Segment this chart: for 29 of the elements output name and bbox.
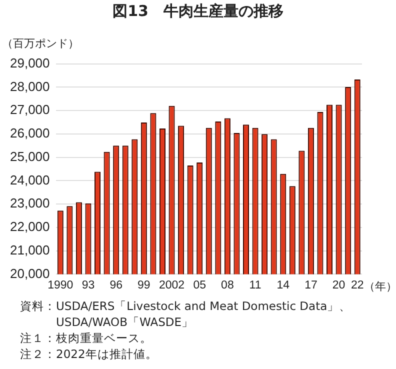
y-tick-label: 21,000 (10, 242, 50, 258)
x-tick-label: 11 (249, 279, 262, 292)
x-tick-label: 20 (332, 279, 346, 292)
y-tick-label: 20,000 (10, 266, 50, 281)
text: 注２：2022年は推計値。 (20, 346, 158, 362)
y-tick-label: 25,000 (10, 148, 50, 164)
x-tick-label: 1990 (48, 279, 74, 292)
text: 資料：USDA/ERS「Livestock and Meat Domestic Data」、 (20, 298, 352, 314)
y-tick-label: 27,000 (10, 102, 50, 118)
y-tick-label: 28,000 (10, 78, 50, 94)
y-axis-title: （百万ポンド） (2, 36, 79, 51)
y-tick-label: 22,000 (10, 219, 50, 234)
text: USDA/WAOB「WASDE」 (55, 314, 194, 330)
y-tick-label: 24,000 (10, 172, 50, 188)
x-tick-label: 22 (350, 279, 364, 292)
x-tick-label: 08 (221, 279, 234, 292)
y-tick-label: 26,000 (10, 126, 50, 141)
x-tick-label: 05 (193, 279, 206, 292)
y-tick-label: 23,000 (10, 196, 50, 211)
x-tick-label: 99 (138, 279, 150, 292)
chart-title: 図13 牛肉生産量の推移 (112, 2, 284, 21)
x-tick-label: 14 (276, 279, 290, 292)
x-axis-title: （年） (364, 279, 396, 294)
y-tick-label: 29,000 (10, 55, 50, 70)
text: 注１：枝肉重量ベース。 (20, 330, 153, 346)
x-tick-label: 17 (304, 279, 318, 292)
x-tick-label: 2002 (158, 279, 185, 292)
x-tick-label: 93 (82, 279, 95, 292)
x-tick-label: 96 (110, 279, 122, 292)
